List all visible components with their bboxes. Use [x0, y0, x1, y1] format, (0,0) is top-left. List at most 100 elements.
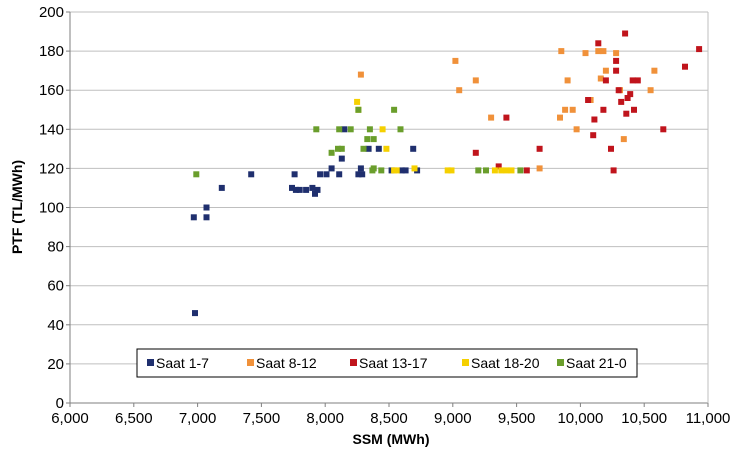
data-point-series-3 [613, 57, 620, 64]
data-point-series-2 [488, 114, 495, 121]
data-point-series-5 [336, 126, 343, 133]
data-point-series-1 [317, 171, 324, 178]
data-point-series-5 [364, 136, 371, 143]
legend-label: Saat 21-0 [566, 355, 627, 371]
data-point-series-1 [296, 186, 303, 193]
data-point-series-1 [203, 204, 210, 211]
data-point-series-3 [608, 145, 614, 152]
x-tick-label: 7,000 [179, 410, 217, 427]
data-point-series-2 [651, 67, 658, 74]
data-point-series-5 [313, 126, 320, 133]
data-point-series-5 [397, 126, 404, 133]
data-point-series-2 [472, 77, 479, 84]
data-point-series-1 [218, 184, 225, 191]
data-point-series-3 [503, 114, 510, 121]
legend-swatch [350, 359, 357, 366]
y-tick-label: 180 [39, 43, 64, 60]
data-point-series-1 [289, 184, 295, 191]
data-point-series-1 [328, 165, 335, 172]
data-point-series-3 [634, 77, 641, 84]
data-point-series-2 [647, 87, 654, 94]
data-point-series-2 [620, 136, 627, 143]
x-tick-label: 6,000 [51, 410, 89, 427]
data-point-series-5 [193, 171, 200, 178]
data-point-series-2 [562, 106, 569, 113]
data-point-series-1 [375, 145, 382, 152]
data-point-series-5 [391, 106, 398, 113]
data-point-series-1 [336, 171, 343, 178]
data-point-series-5 [347, 126, 354, 133]
data-point-series-2 [536, 165, 543, 172]
tick-labels: 0 20 40 60 80 100 120 140 160 180 200 6,000 6,500 7,0… [39, 4, 730, 427]
x-tick-label: 10,000 [557, 410, 603, 427]
data-point-series-3 [590, 132, 597, 139]
data-point-series-3 [472, 149, 479, 156]
data-point-series-1 [323, 171, 330, 178]
data-point-series-2 [569, 106, 576, 113]
legend-swatch [462, 359, 469, 366]
data-point-series-4 [383, 145, 390, 152]
data-point-series-4 [393, 167, 400, 174]
data-point-series-3 [631, 106, 637, 113]
data-point-series-3 [696, 46, 703, 53]
y-tick-label: 60 [47, 278, 64, 295]
data-point-series-3 [613, 67, 620, 74]
data-point-series-1 [338, 155, 345, 162]
y-axis-title: PTF (TL/MWh) [9, 160, 25, 254]
y-tick-label: 20 [47, 356, 64, 373]
legend-box [136, 348, 638, 378]
x-tick-label: 8,000 [306, 410, 344, 427]
data-point-series-1 [365, 145, 372, 152]
data-point-series-3 [595, 40, 602, 47]
data-point-series-1 [398, 167, 405, 174]
data-point-series-1 [192, 310, 198, 317]
data-point-series-2 [613, 50, 620, 57]
data-point-series-2 [600, 48, 607, 55]
data-point-series-3 [585, 97, 592, 103]
data-point-series-1 [357, 165, 364, 172]
data-point-series-1 [312, 190, 318, 197]
data-point-series-1 [314, 186, 321, 193]
data-point-series-1 [309, 184, 316, 191]
legend-swatch [247, 359, 254, 366]
y-tick-label: 120 [39, 160, 64, 177]
legend-label: Saat 8-12 [256, 355, 317, 371]
data-point-series-1 [410, 145, 417, 152]
data-point-series-1 [303, 186, 310, 193]
data-point-series-3 [536, 145, 543, 152]
data-point-series-5 [328, 149, 335, 156]
data-point-series-5 [483, 167, 489, 174]
data-point-series-4 [503, 167, 510, 174]
legend-label: Saat 1-7 [156, 355, 209, 371]
data-point-series-3 [682, 63, 688, 70]
data-point-series-1 [341, 126, 348, 133]
data-point-series-3 [624, 95, 631, 101]
data-point-series-3 [627, 91, 634, 98]
data-point-series-3 [615, 87, 622, 94]
legend-swatch [557, 359, 564, 366]
y-tick-label: 160 [39, 82, 64, 99]
x-tick-label: 9,500 [498, 410, 536, 427]
data-point-series-5 [366, 126, 373, 133]
data-point-series-3 [495, 163, 502, 170]
data-point-series-3 [623, 110, 630, 117]
data-point-series-3 [629, 77, 636, 84]
axes [66, 11, 709, 407]
gridlines [70, 11, 708, 404]
data-point-series-3 [622, 30, 629, 37]
data-point-series-2 [595, 48, 602, 55]
data-point-series-2 [357, 71, 364, 78]
data-point-series-1 [402, 167, 409, 174]
data-point-series-3 [660, 126, 667, 133]
data-point-series-1 [248, 171, 255, 178]
data-point-series-1 [355, 171, 362, 178]
data-point-series-4 [448, 167, 455, 174]
data-point-series-4 [354, 98, 361, 105]
y-tick-label: 140 [39, 121, 64, 138]
data-points [190, 30, 703, 317]
data-point-series-1 [291, 171, 298, 178]
data-point-series-3 [591, 116, 598, 123]
data-point-series-2 [557, 114, 563, 121]
legend-swatch [147, 359, 154, 366]
